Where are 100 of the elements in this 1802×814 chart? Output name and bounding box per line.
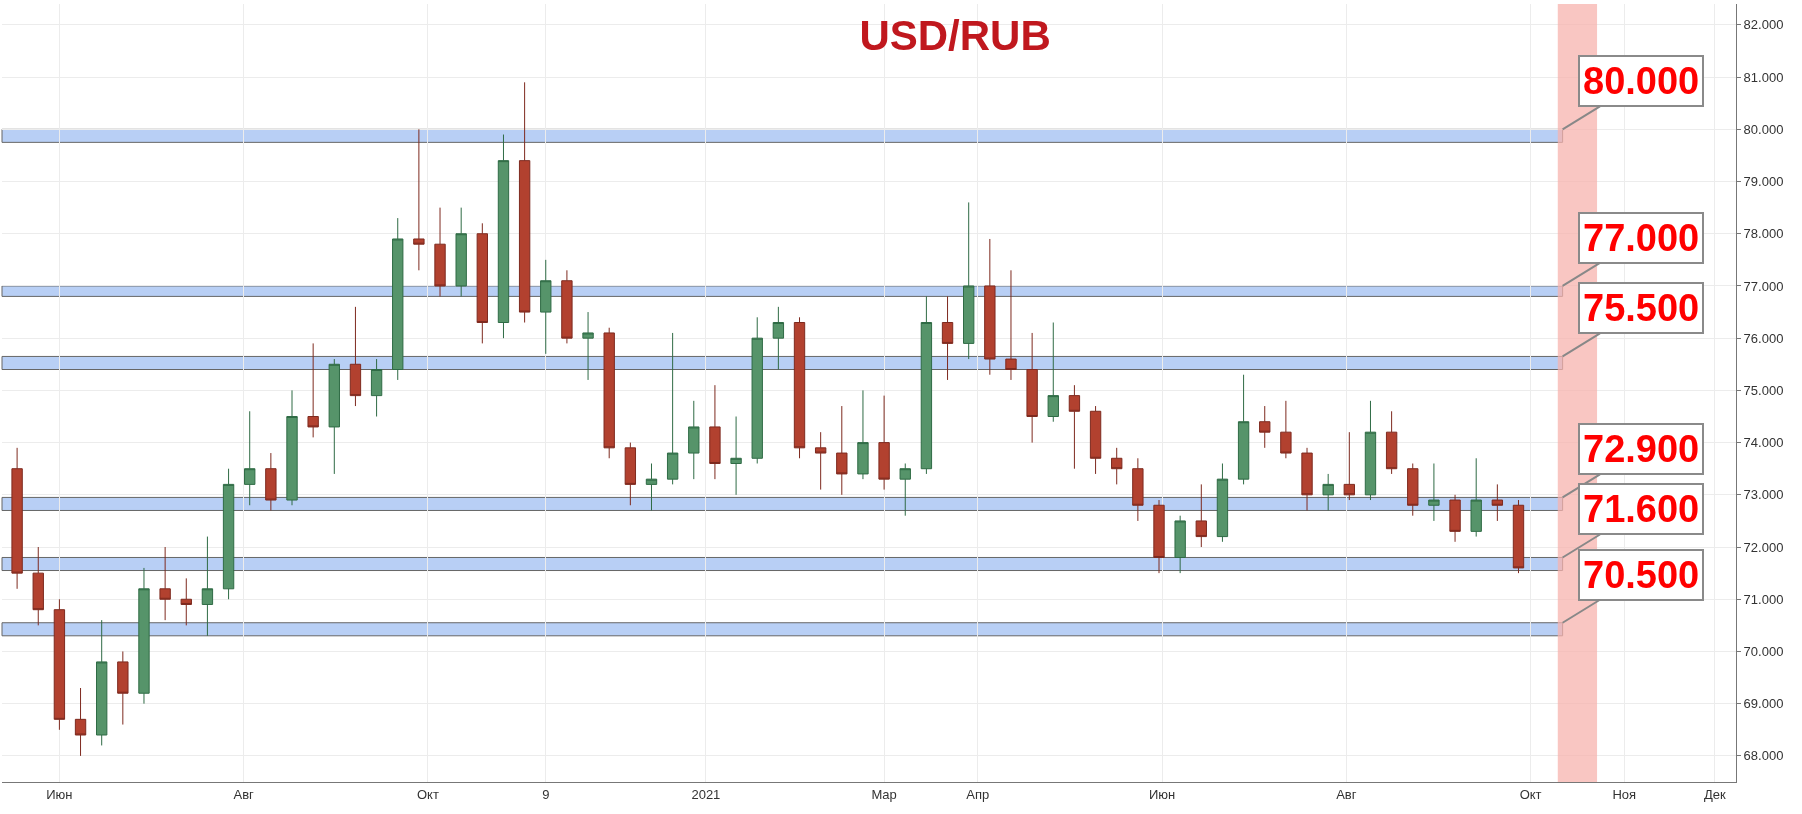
candlestick bbox=[117, 650, 129, 726]
x-tick-label: Ноя bbox=[1612, 786, 1637, 802]
candlestick bbox=[244, 410, 256, 506]
candlestick bbox=[434, 207, 446, 297]
y-tick-label: 76.000 bbox=[1743, 330, 1784, 346]
candlestick bbox=[1237, 374, 1250, 485]
candlestick bbox=[1428, 462, 1440, 522]
x-tick-label: Окт bbox=[1519, 786, 1542, 802]
candlestick bbox=[836, 405, 848, 496]
candlestick bbox=[1364, 400, 1377, 501]
candlestick bbox=[32, 546, 44, 626]
y-tick-label: 73.000 bbox=[1743, 487, 1784, 503]
candlestick bbox=[1343, 431, 1355, 501]
x-tick-label: 9 bbox=[542, 786, 550, 802]
candlestick bbox=[941, 295, 954, 381]
x-tick-label: Мар bbox=[871, 786, 897, 802]
candlestick bbox=[1280, 400, 1292, 459]
candlestick bbox=[920, 295, 933, 475]
candlestick bbox=[561, 269, 573, 344]
candlestick bbox=[392, 217, 404, 381]
chart-title: USD/RUB bbox=[859, 11, 1051, 59]
candlestick bbox=[603, 327, 615, 459]
candlestick bbox=[1407, 462, 1419, 517]
candlestick bbox=[138, 567, 150, 705]
x-tick-label: Авг bbox=[1336, 786, 1357, 802]
candlestick bbox=[645, 462, 658, 511]
candlestick bbox=[476, 222, 488, 344]
y-tick-label: 82.000 bbox=[1743, 17, 1784, 33]
candlestick bbox=[878, 395, 890, 491]
y-tick-label: 74.000 bbox=[1743, 435, 1784, 451]
y-tick-label: 75.000 bbox=[1743, 382, 1784, 398]
x-tick-label: Июн bbox=[46, 786, 73, 802]
candlestick bbox=[1259, 405, 1271, 449]
candlestick bbox=[1026, 332, 1038, 444]
candlestick bbox=[1047, 322, 1059, 423]
band-label: 80.000 bbox=[1583, 60, 1700, 102]
candlestick bbox=[307, 342, 319, 438]
candlestick bbox=[265, 452, 277, 511]
band-label: 75.500 bbox=[1583, 287, 1700, 329]
candlestick bbox=[1005, 269, 1017, 381]
y-tick-label: 69.000 bbox=[1743, 696, 1784, 712]
y-tick-label: 78.000 bbox=[1743, 226, 1784, 242]
candlestick bbox=[159, 546, 171, 621]
candlestick bbox=[1153, 499, 1165, 574]
candlestick bbox=[74, 687, 87, 757]
candlestick bbox=[1385, 410, 1398, 475]
y-tick-label: 79.000 bbox=[1743, 174, 1784, 190]
candlestick bbox=[1322, 473, 1334, 511]
candlestick bbox=[1216, 462, 1229, 543]
candlestick bbox=[1470, 457, 1482, 538]
band-label: 71.600 bbox=[1583, 488, 1700, 530]
candlestick bbox=[286, 389, 298, 506]
candlestick bbox=[96, 619, 108, 746]
band-label: 70.500 bbox=[1583, 554, 1700, 596]
candlestick bbox=[666, 332, 679, 485]
y-tick-label: 80.000 bbox=[1743, 121, 1784, 137]
candlestick bbox=[814, 431, 827, 491]
candlestick bbox=[349, 306, 362, 407]
candlestick bbox=[518, 81, 531, 324]
candlestick bbox=[899, 462, 911, 517]
candlestick bbox=[370, 358, 383, 417]
candlestick bbox=[1132, 457, 1144, 522]
y-tick-label: 72.000 bbox=[1743, 539, 1784, 555]
x-tick-label: Авг bbox=[233, 786, 255, 802]
candlestick bbox=[963, 201, 975, 360]
candlestick bbox=[180, 577, 192, 626]
candlestick bbox=[582, 311, 594, 381]
x-tick-label: 2021 bbox=[691, 786, 721, 802]
candlestick bbox=[455, 207, 467, 297]
candlestick bbox=[1195, 483, 1207, 548]
x-tick-label: Окт bbox=[417, 786, 439, 802]
x-tick-label: Июн bbox=[1148, 786, 1176, 802]
candlestick bbox=[1449, 494, 1461, 543]
candlestick bbox=[709, 384, 721, 480]
candlestick bbox=[730, 416, 742, 496]
band-label: 72.900 bbox=[1583, 428, 1700, 470]
candlestick bbox=[1068, 384, 1081, 470]
candlestick bbox=[1512, 499, 1525, 574]
candlestick bbox=[857, 389, 869, 480]
candlestick bbox=[1111, 447, 1123, 485]
x-tick-label: Апр bbox=[966, 786, 990, 802]
candlestick bbox=[53, 598, 66, 731]
y-tick-label: 81.000 bbox=[1743, 69, 1784, 85]
y-tick-label: 77.000 bbox=[1743, 278, 1784, 294]
candlestick bbox=[540, 259, 552, 355]
candlestick bbox=[413, 128, 425, 271]
candlestick bbox=[11, 447, 23, 590]
candlestick bbox=[1089, 405, 1102, 475]
candlestick bbox=[688, 400, 700, 480]
y-tick-label: 68.000 bbox=[1743, 748, 1784, 764]
band-label: 77.000 bbox=[1583, 217, 1700, 259]
candlestick bbox=[222, 468, 235, 600]
candlestick bbox=[793, 316, 806, 459]
y-tick-label: 71.000 bbox=[1743, 591, 1784, 607]
candlestick bbox=[1491, 483, 1504, 522]
candlestick bbox=[772, 306, 785, 370]
candlestick bbox=[1301, 447, 1313, 511]
candlestick bbox=[624, 442, 637, 506]
candlestick bbox=[751, 316, 763, 464]
candlestick bbox=[1174, 515, 1186, 574]
